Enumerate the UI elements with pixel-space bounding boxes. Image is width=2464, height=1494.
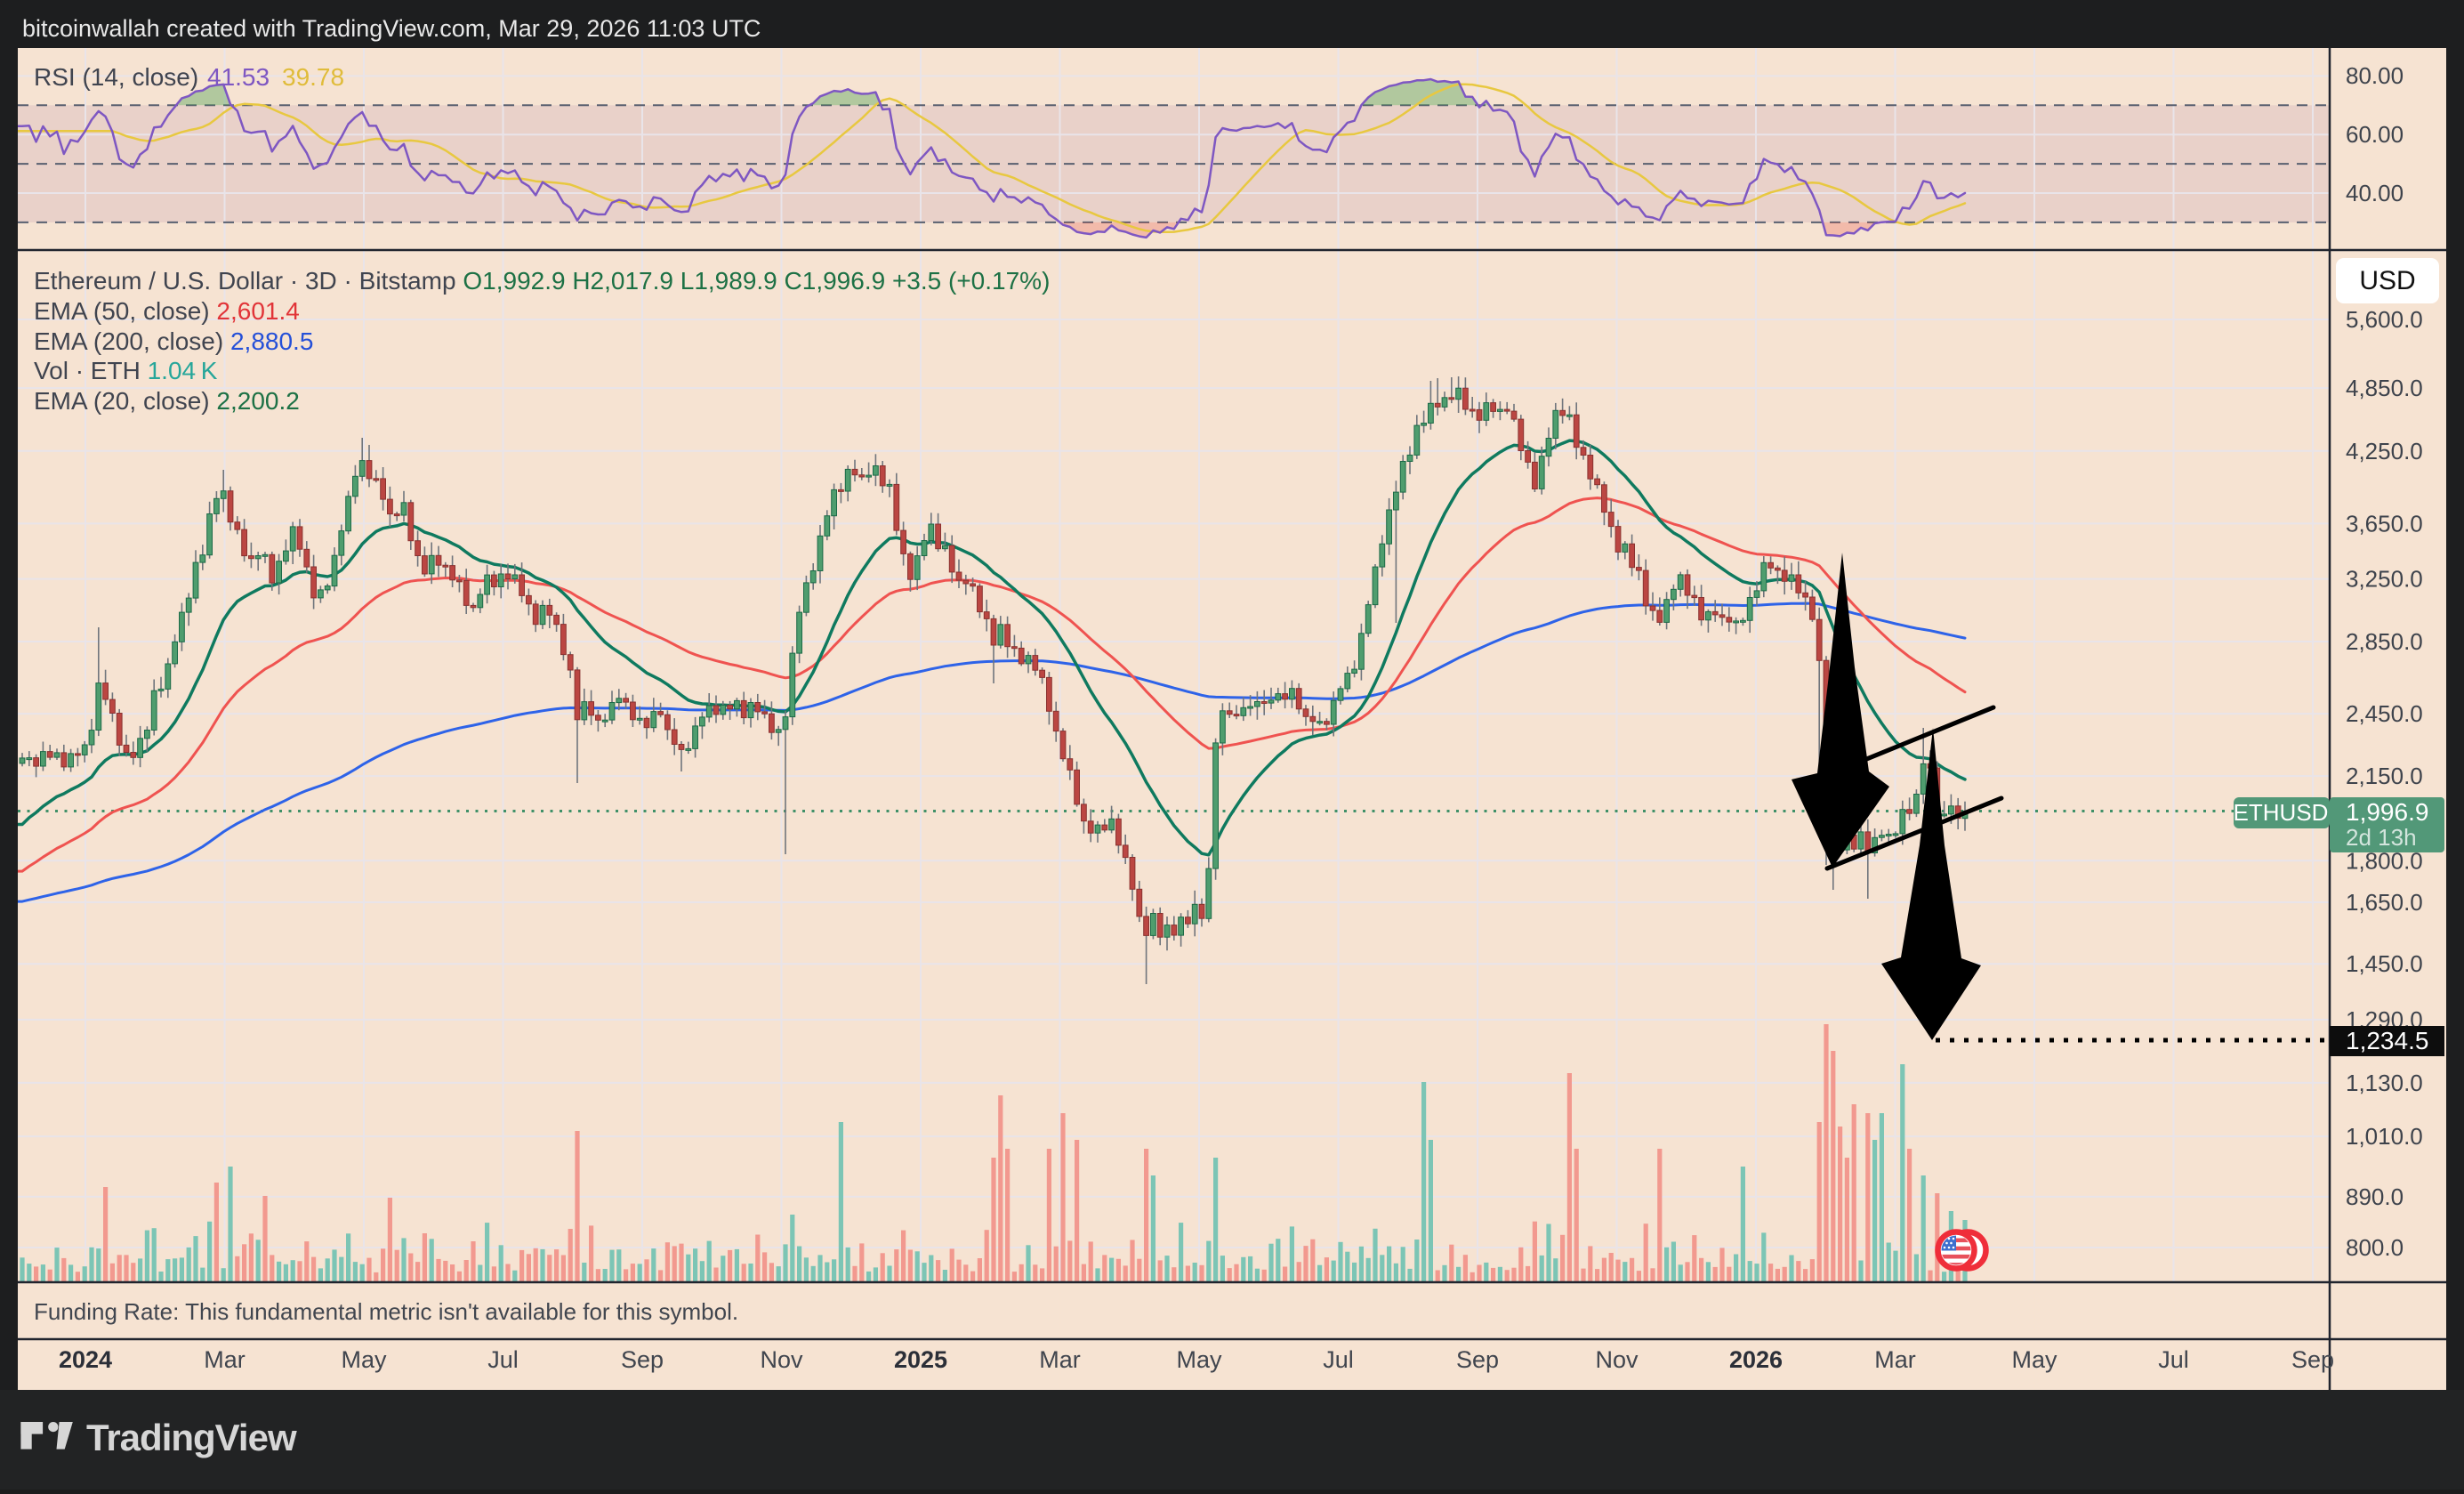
svg-text:Funding Rate: This fundamental: Funding Rate: This fundamental metric is…	[34, 1298, 738, 1325]
svg-text:RSI (14, close): RSI (14, close)	[34, 63, 198, 91]
svg-text:bitcoinwallah created with Tra: bitcoinwallah created with TradingView.c…	[22, 15, 761, 42]
svg-text:May: May	[2011, 1346, 2057, 1373]
svg-text:1,996.9: 1,996.9	[2346, 798, 2428, 826]
svg-text:Vol · ETH 1.04 K: Vol · ETH 1.04 K	[34, 357, 218, 384]
svg-text:Jul: Jul	[1323, 1346, 1354, 1373]
svg-text:4,850.0: 4,850.0	[2346, 375, 2423, 401]
svg-text:41.53: 41.53	[207, 63, 270, 91]
svg-text:Sep: Sep	[621, 1346, 664, 1373]
svg-text:Jul: Jul	[487, 1346, 519, 1373]
svg-text:Mar: Mar	[1039, 1346, 1081, 1373]
svg-text:2,150.0: 2,150.0	[2346, 763, 2423, 789]
svg-text:1,234.5: 1,234.5	[2346, 1027, 2428, 1054]
svg-text:60.00: 60.00	[2346, 121, 2404, 148]
svg-text:890.0: 890.0	[2346, 1183, 2404, 1210]
svg-text:2d 13h: 2d 13h	[2346, 824, 2417, 851]
svg-text:3,250.0: 3,250.0	[2346, 566, 2423, 593]
svg-text:3,650.0: 3,650.0	[2346, 510, 2423, 537]
svg-text:Sep: Sep	[2291, 1346, 2334, 1373]
svg-text:EMA (50, close) 2,601.4: EMA (50, close) 2,601.4	[34, 297, 300, 325]
svg-text:Mar: Mar	[1874, 1346, 1916, 1373]
svg-text:2026: 2026	[1729, 1346, 1783, 1373]
svg-text:1,650.0: 1,650.0	[2346, 889, 2423, 916]
svg-text:Sep: Sep	[1456, 1346, 1499, 1373]
svg-text:80.00: 80.00	[2346, 62, 2404, 89]
svg-text:EMA (200, close) 2,880.5: EMA (200, close) 2,880.5	[34, 327, 313, 355]
svg-text:39.78: 39.78	[282, 63, 344, 91]
svg-text:40.00: 40.00	[2346, 180, 2404, 206]
svg-text:2,450.0: 2,450.0	[2346, 700, 2423, 727]
svg-text:Ethereum / U.S. Dollar · 3D ·: Ethereum / U.S. Dollar · 3D · Bitstamp O…	[34, 267, 1050, 295]
svg-text:ETHUSD: ETHUSD	[2234, 799, 2329, 826]
svg-text:2024: 2024	[59, 1346, 112, 1373]
svg-text:1,130.0: 1,130.0	[2346, 1070, 2423, 1096]
svg-text:4,250.0: 4,250.0	[2346, 438, 2423, 464]
svg-text:2025: 2025	[894, 1346, 947, 1373]
svg-text:USD: USD	[2359, 266, 2415, 295]
svg-text:2,850.0: 2,850.0	[2346, 628, 2423, 655]
svg-text:May: May	[1176, 1346, 1222, 1373]
svg-text:Nov: Nov	[760, 1346, 803, 1373]
svg-text:1,010.0: 1,010.0	[2346, 1123, 2423, 1150]
svg-text:May: May	[341, 1346, 387, 1373]
svg-text:800.0: 800.0	[2346, 1234, 2404, 1261]
svg-text:TradingView: TradingView	[86, 1417, 297, 1458]
svg-text:Mar: Mar	[204, 1346, 246, 1373]
svg-text:5,600.0: 5,600.0	[2346, 306, 2423, 333]
svg-text:Nov: Nov	[1595, 1346, 1639, 1373]
svg-text:1,450.0: 1,450.0	[2346, 950, 2423, 977]
svg-text:EMA (20, close) 2,200.2: EMA (20, close) 2,200.2	[34, 387, 300, 415]
svg-text:Jul: Jul	[2158, 1346, 2189, 1373]
